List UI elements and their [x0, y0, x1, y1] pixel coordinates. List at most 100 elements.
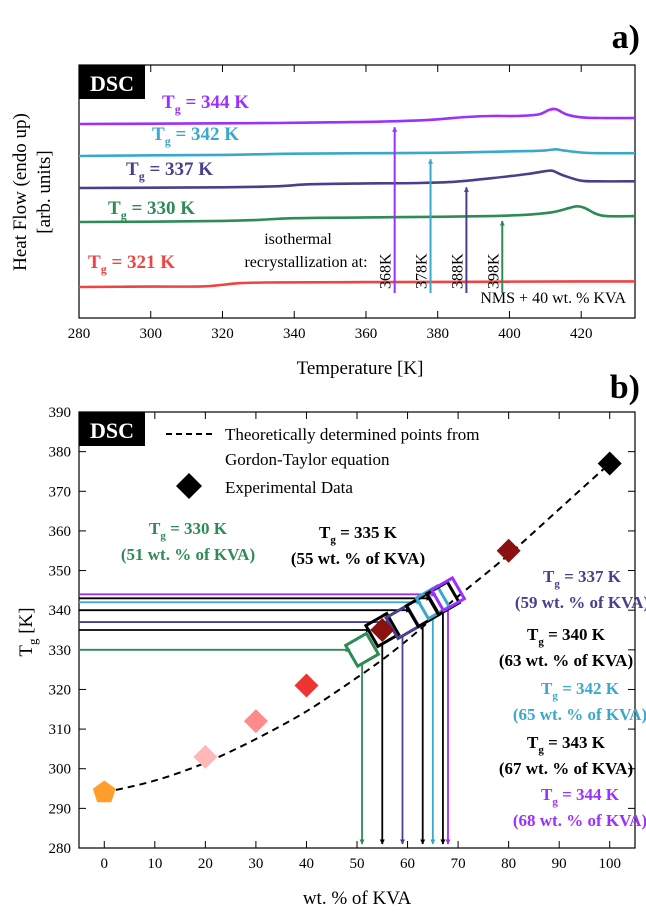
- b-tg-label-4: Tg = 342 K: [541, 679, 620, 702]
- panel-a-curves: [78, 107, 636, 289]
- a-tg-label-1: Tg = 342 K: [152, 124, 239, 148]
- exp-point-1: [193, 744, 218, 769]
- panel-a-tg-labels: Tg = 344 K Tg = 342 K Tg = 337 K Tg = 330 K…: [88, 92, 249, 276]
- b-xtick-label-2: 20: [198, 856, 213, 872]
- b-xtick-label-3: 30: [248, 856, 263, 872]
- b-ytick-label-2: 300: [49, 762, 72, 778]
- theory-point-1: [363, 611, 401, 649]
- b-ytick-label-6: 340: [49, 603, 72, 619]
- b-ytick-label-7: 350: [49, 564, 72, 580]
- recryst-label-378K: 378K: [414, 253, 431, 289]
- legend-fit-text-2: Gordon-Taylor equation: [225, 450, 390, 469]
- legend-exp-marker: [176, 473, 202, 499]
- b-tg-label-3: Tg = 340 K: [527, 625, 606, 648]
- b-xtick-label-8: 80: [501, 856, 516, 872]
- a-xtick-label-1: 300: [139, 326, 162, 342]
- theory-point-6: [429, 575, 467, 613]
- b-ytick-label-10: 380: [49, 445, 72, 461]
- exp-point-2: [243, 709, 268, 734]
- gordon-taylor-curve: [104, 462, 611, 794]
- a-xtick-label-6: 400: [498, 326, 521, 342]
- b-ytick-label-5: 330: [49, 643, 72, 659]
- annotation-line2: recrystallization at:: [244, 254, 367, 271]
- recryst-label-388K: 388K: [449, 253, 466, 289]
- curve-321-K: [78, 280, 636, 289]
- panel-b-ticks: 0 10 20 30 40 50 60 70 80 90 100 280 290 300 310 320 330…: [49, 405, 635, 872]
- panel-b-tg-labels: Tg = 330 K (51 wt. % of KVA) Tg = 335 K (55…: [121, 519, 646, 830]
- b-tg-wt-2: (59 wt. % of KVA): [515, 593, 646, 612]
- curve-337-K: [78, 169, 636, 190]
- b-tg-label-2: Tg = 337 K: [543, 567, 622, 590]
- panel-b-badge: DSC: [90, 418, 134, 443]
- b-tg-wt-6: (68 wt. % of KVA): [513, 811, 646, 830]
- b-tg-label-6: Tg = 344 K: [541, 785, 620, 808]
- fit-curve: [104, 462, 611, 794]
- b-ytick-label-1: 290: [49, 801, 72, 817]
- b-tg-wt-5: (67 wt. % of KVA): [499, 759, 633, 778]
- b-tg-label-0: Tg = 330 K: [149, 519, 228, 542]
- curve-344-K: [78, 107, 636, 126]
- b-xtick-label-6: 60: [400, 856, 415, 872]
- b-ytick-label-9: 370: [49, 484, 72, 500]
- theory-point-0: [343, 631, 381, 669]
- panel-b-y-label-sub: g: [25, 638, 40, 645]
- panel-a-y-label: Heat Flow (endo up): [10, 113, 31, 271]
- b-tg-wt-0: (51 wt. % of KVA): [121, 545, 255, 564]
- b-tg-wt-4: (65 wt. % of KVA): [513, 705, 646, 724]
- a-xtick-label-2: 320: [211, 326, 234, 342]
- panel-b-y-label: Tg [K]: [16, 607, 40, 656]
- panel-b-badge-bg: [79, 412, 145, 446]
- a-tg-label-2: Tg = 337 K: [126, 159, 213, 183]
- exp-point-6: [597, 451, 622, 476]
- b-tg-label-1: Tg = 335 K: [319, 523, 398, 546]
- b-xtick-label-10: 100: [598, 856, 621, 872]
- exp-point-4: [370, 618, 395, 642]
- exp-point-3: [294, 673, 319, 698]
- panel-b-y-label-main: T: [16, 645, 37, 657]
- panel-b-y-label-unit: [K]: [16, 607, 37, 638]
- panel-b: b) DSC 0 10 20 30 40 50 60 70 80 90 100 280 290 300 31…: [16, 369, 646, 909]
- annotation-line1: isothermal: [264, 231, 332, 248]
- panel-a: a) DSC 280 300 320 340 360 380 400 420 368K 378K…: [10, 19, 640, 379]
- panel-b-arrows: [79, 591, 451, 845]
- exp-point-0: [92, 780, 116, 803]
- a-xtick-label-0: 280: [68, 326, 91, 342]
- b-xtick-label-7: 70: [451, 856, 466, 872]
- a-tg-label-3: Tg = 330 K: [108, 198, 195, 222]
- a-tg-label-4: Tg = 321 K: [88, 252, 175, 276]
- panel-a-label: a): [612, 19, 640, 56]
- legend-fit-text-1: Theoretically determined points from: [225, 425, 479, 444]
- legend-exp-text: Experimental Data: [225, 478, 353, 497]
- b-xtick-label-9: 90: [552, 856, 567, 872]
- panel-a-badge-bg: [79, 65, 145, 99]
- a-xtick-label-5: 380: [426, 326, 449, 342]
- sample-label: NMS + 40 wt. % KVA: [480, 290, 626, 307]
- recryst-label-368K: 368K: [378, 253, 395, 289]
- b-tg-wt-1: (55 wt. % of KVA): [291, 549, 425, 568]
- b-xtick-label-0: 0: [101, 856, 109, 872]
- panel-a-frame: [78, 64, 636, 319]
- b-ytick-label-3: 310: [49, 722, 72, 738]
- recryst-label-398K: 398K: [485, 253, 502, 289]
- a-tg-label-0: Tg = 344 K: [162, 92, 249, 116]
- b-xtick-label-5: 50: [350, 856, 365, 872]
- b-tg-label-5: Tg = 343 K: [527, 733, 606, 756]
- b-ytick-label-0: 280: [49, 841, 72, 857]
- b-tg-wt-3: (63 wt. % of KVA): [499, 651, 633, 670]
- a-xtick-label-3: 340: [283, 326, 306, 342]
- b-xtick-label-1: 10: [147, 856, 162, 872]
- panel-b-label: b): [610, 369, 640, 406]
- panel-a-badge: DSC: [90, 71, 134, 96]
- curve-330-K: [78, 204, 636, 224]
- panel-b-x-label: wt. % of KVA: [303, 888, 412, 909]
- panel-a-y-label-units: [arb. units]: [34, 150, 55, 233]
- exp-point-5: [496, 538, 521, 563]
- b-xtick-label-4: 40: [299, 856, 314, 872]
- panel-a-recryst-arrows: 368K 378K 388K 398K: [378, 126, 505, 293]
- experimental-points: [92, 451, 622, 803]
- b-ytick-label-4: 320: [49, 682, 72, 698]
- b-ytick-label-11: 390: [49, 405, 72, 421]
- b-ytick-label-8: 360: [49, 524, 72, 540]
- panel-a-x-label: Temperature [K]: [297, 358, 424, 379]
